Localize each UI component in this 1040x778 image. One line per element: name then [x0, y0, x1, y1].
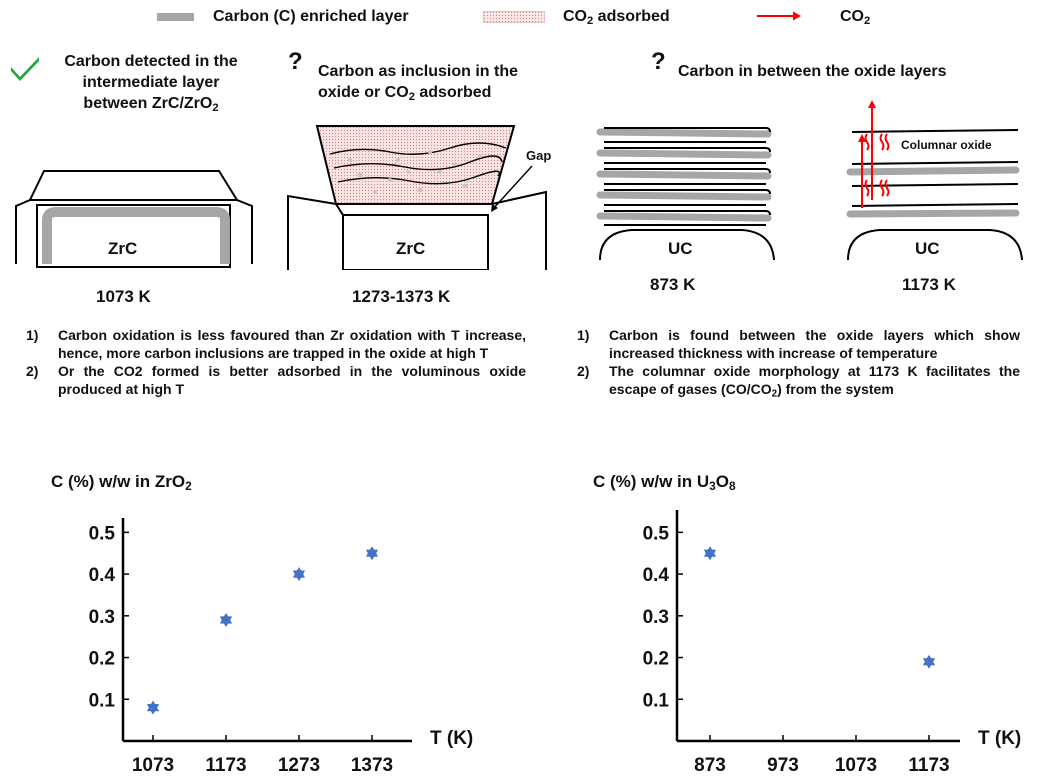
- panel-uc-heading: Carbon in between the oxide layers: [678, 63, 947, 80]
- x-tick-label: 1173: [205, 755, 246, 776]
- panel-zrc-high-question-mark: ?: [288, 48, 303, 75]
- x-axis-label: T (K): [978, 728, 1021, 749]
- uc-873-temperature: 873 K: [650, 275, 696, 294]
- panel-zrc-high-heading: Carbon as inclusion in the oxide or CO2 …: [318, 63, 519, 103]
- legend: Carbon (C) enriched layer CO2 adsorbed C…: [0, 0, 1040, 34]
- data-point: [146, 700, 160, 715]
- y-tick-label: 0.2: [89, 649, 115, 670]
- panel-zrc-1073-heading: Carbon detected in the intermediate laye…: [64, 53, 238, 114]
- note-left-1: 1) Carbon oxidation is less favoured than…: [26, 327, 526, 361]
- data-point: [365, 546, 379, 561]
- x-tick-label: 873: [694, 755, 726, 776]
- y-tick-label: 0.1: [89, 690, 116, 711]
- data-point: [703, 546, 717, 561]
- uc-1173-substrate-label: UC: [915, 239, 940, 258]
- columnar-oxide-label: Columnar oxide: [901, 138, 992, 152]
- uc-873-substrate-label: UC: [668, 239, 693, 258]
- x-tick-label: 973: [767, 755, 799, 776]
- x-tick-label: 1173: [908, 755, 949, 776]
- uc-1173-temperature: 1173 K: [902, 275, 956, 294]
- x-tick-label: 1073: [132, 755, 174, 776]
- gap-label: Gap: [526, 148, 552, 163]
- carbon-layer-swatch: [157, 13, 194, 21]
- y-tick-label: 0.5: [643, 523, 670, 544]
- panel-uc-question-mark: ?: [651, 48, 666, 75]
- x-tick-label: 1073: [835, 755, 877, 776]
- uc-873-schematic: [596, 127, 775, 261]
- chart-u3o8-ylabel: C (%) w/w in U3O8: [593, 472, 736, 493]
- chart-zro2-ylabel: C (%) w/w in ZrO2: [51, 472, 192, 493]
- zrc-1073-substrate-label: ZrC: [108, 239, 138, 258]
- x-axis-label: T (K): [430, 728, 473, 749]
- note-right-2: 2) The columnar oxide morphology at 1173 …: [577, 363, 1020, 400]
- y-tick-label: 0.1: [643, 690, 670, 711]
- y-tick-label: 0.4: [89, 565, 116, 586]
- data-point: [219, 613, 233, 627]
- legend-co2-adsorbed-label: CO2 adsorbed: [563, 8, 670, 27]
- y-tick-label: 0.3: [643, 607, 669, 628]
- co2-arrow-icon: [757, 11, 801, 21]
- notes-right: 1) Carbon is found between the oxide laye…: [577, 326, 1020, 400]
- zrc-high-temperature: 1273-1373 K: [352, 287, 451, 306]
- zrc-1073-temperature: 1073 K: [96, 287, 151, 306]
- legend-co2-label: CO2: [840, 8, 871, 27]
- data-point: [292, 567, 306, 582]
- note-right-1: 1) Carbon is found between the oxide laye…: [577, 327, 1020, 361]
- chart-zro2: 0.1 0.2 0.3 0.4 0.5 1073 1173 1273 1373 T (K): [89, 518, 473, 776]
- zrc-high-schematic: [287, 125, 547, 270]
- zrc-high-substrate-label: ZrC: [396, 239, 426, 258]
- y-tick-label: 0.3: [89, 607, 115, 628]
- notes-left: 1) Carbon oxidation is less favoured than…: [26, 326, 526, 398]
- co2-adsorbed-swatch: [483, 11, 545, 23]
- note-left-2: 2) Or the CO2 formed is better adsorbed i…: [26, 363, 526, 397]
- x-tick-label: 1273: [278, 755, 320, 776]
- check-icon: [11, 57, 39, 81]
- x-tick-label: 1373: [351, 755, 393, 776]
- legend-carbon-layer-label: Carbon (C) enriched layer: [213, 8, 409, 25]
- zrc-1073-schematic: [15, 170, 253, 268]
- y-tick-label: 0.5: [89, 523, 116, 544]
- y-tick-label: 0.2: [643, 649, 669, 670]
- y-tick-label: 0.4: [643, 565, 670, 586]
- uc-1173-schematic: [846, 100, 1023, 261]
- chart-u3o8: 0.1 0.2 0.3 0.4 0.5 873 973 1073 1173 T (K): [643, 510, 1021, 776]
- data-point: [922, 654, 936, 669]
